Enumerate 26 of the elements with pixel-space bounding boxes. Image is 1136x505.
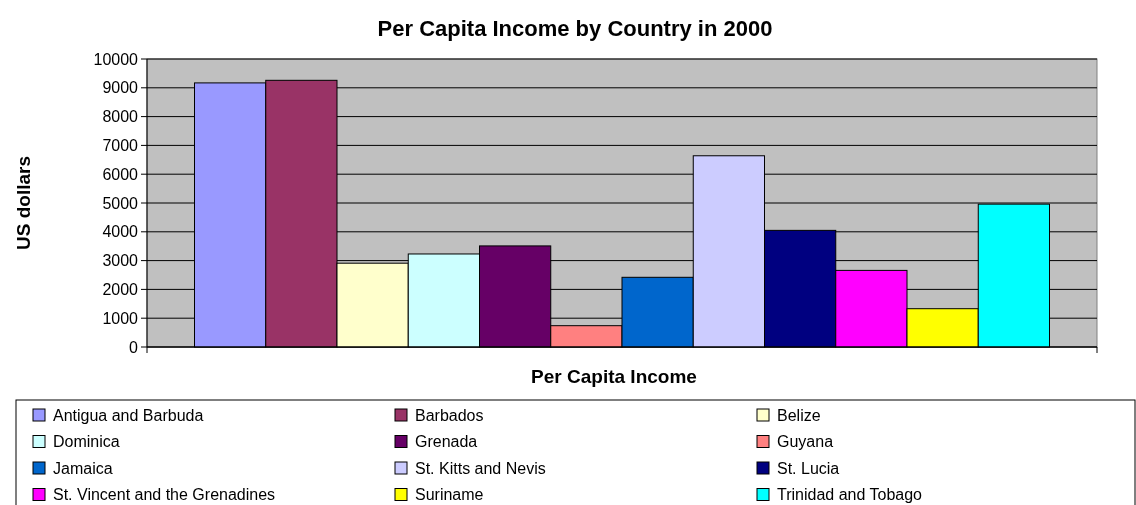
y-tick-label: 0 <box>129 338 139 356</box>
y-tick-label: 10000 <box>93 50 139 68</box>
legend-label: St. Kitts and Nevis <box>415 459 546 477</box>
y-axis-title: US dollars <box>13 156 34 250</box>
y-tick-label: 8000 <box>102 108 139 126</box>
y-tick-label: 4000 <box>102 223 139 241</box>
legend-label: Dominica <box>53 433 120 451</box>
legend-label: Jamaica <box>53 459 113 477</box>
legend-label: Trinidad and Tobago <box>777 486 923 504</box>
y-tick-label: 2000 <box>102 281 139 298</box>
legend-label: Suriname <box>415 486 484 504</box>
y-tick-label: 3000 <box>102 252 139 270</box>
y-tick-label: 6000 <box>102 165 139 183</box>
legend-label: Barbados <box>415 406 484 424</box>
legend-label: Belize <box>777 406 821 424</box>
x-axis-title: Per Capita Income <box>531 366 697 387</box>
legend-label: Guyana <box>777 433 834 451</box>
legend-label: St. Vincent and the Grenadines <box>53 486 276 504</box>
y-tick-label: 5000 <box>102 194 139 212</box>
legend-label: Antigua and Barbuda <box>53 406 204 424</box>
legend-label: Grenada <box>415 433 478 451</box>
legend-label: St. Lucia <box>777 459 840 477</box>
y-tick-label: 1000 <box>102 309 139 327</box>
chart-title: Per Capita Income by Country in 2000 <box>377 16 773 41</box>
y-tick-label: 9000 <box>102 79 139 97</box>
y-tick-label: 7000 <box>102 137 139 154</box>
